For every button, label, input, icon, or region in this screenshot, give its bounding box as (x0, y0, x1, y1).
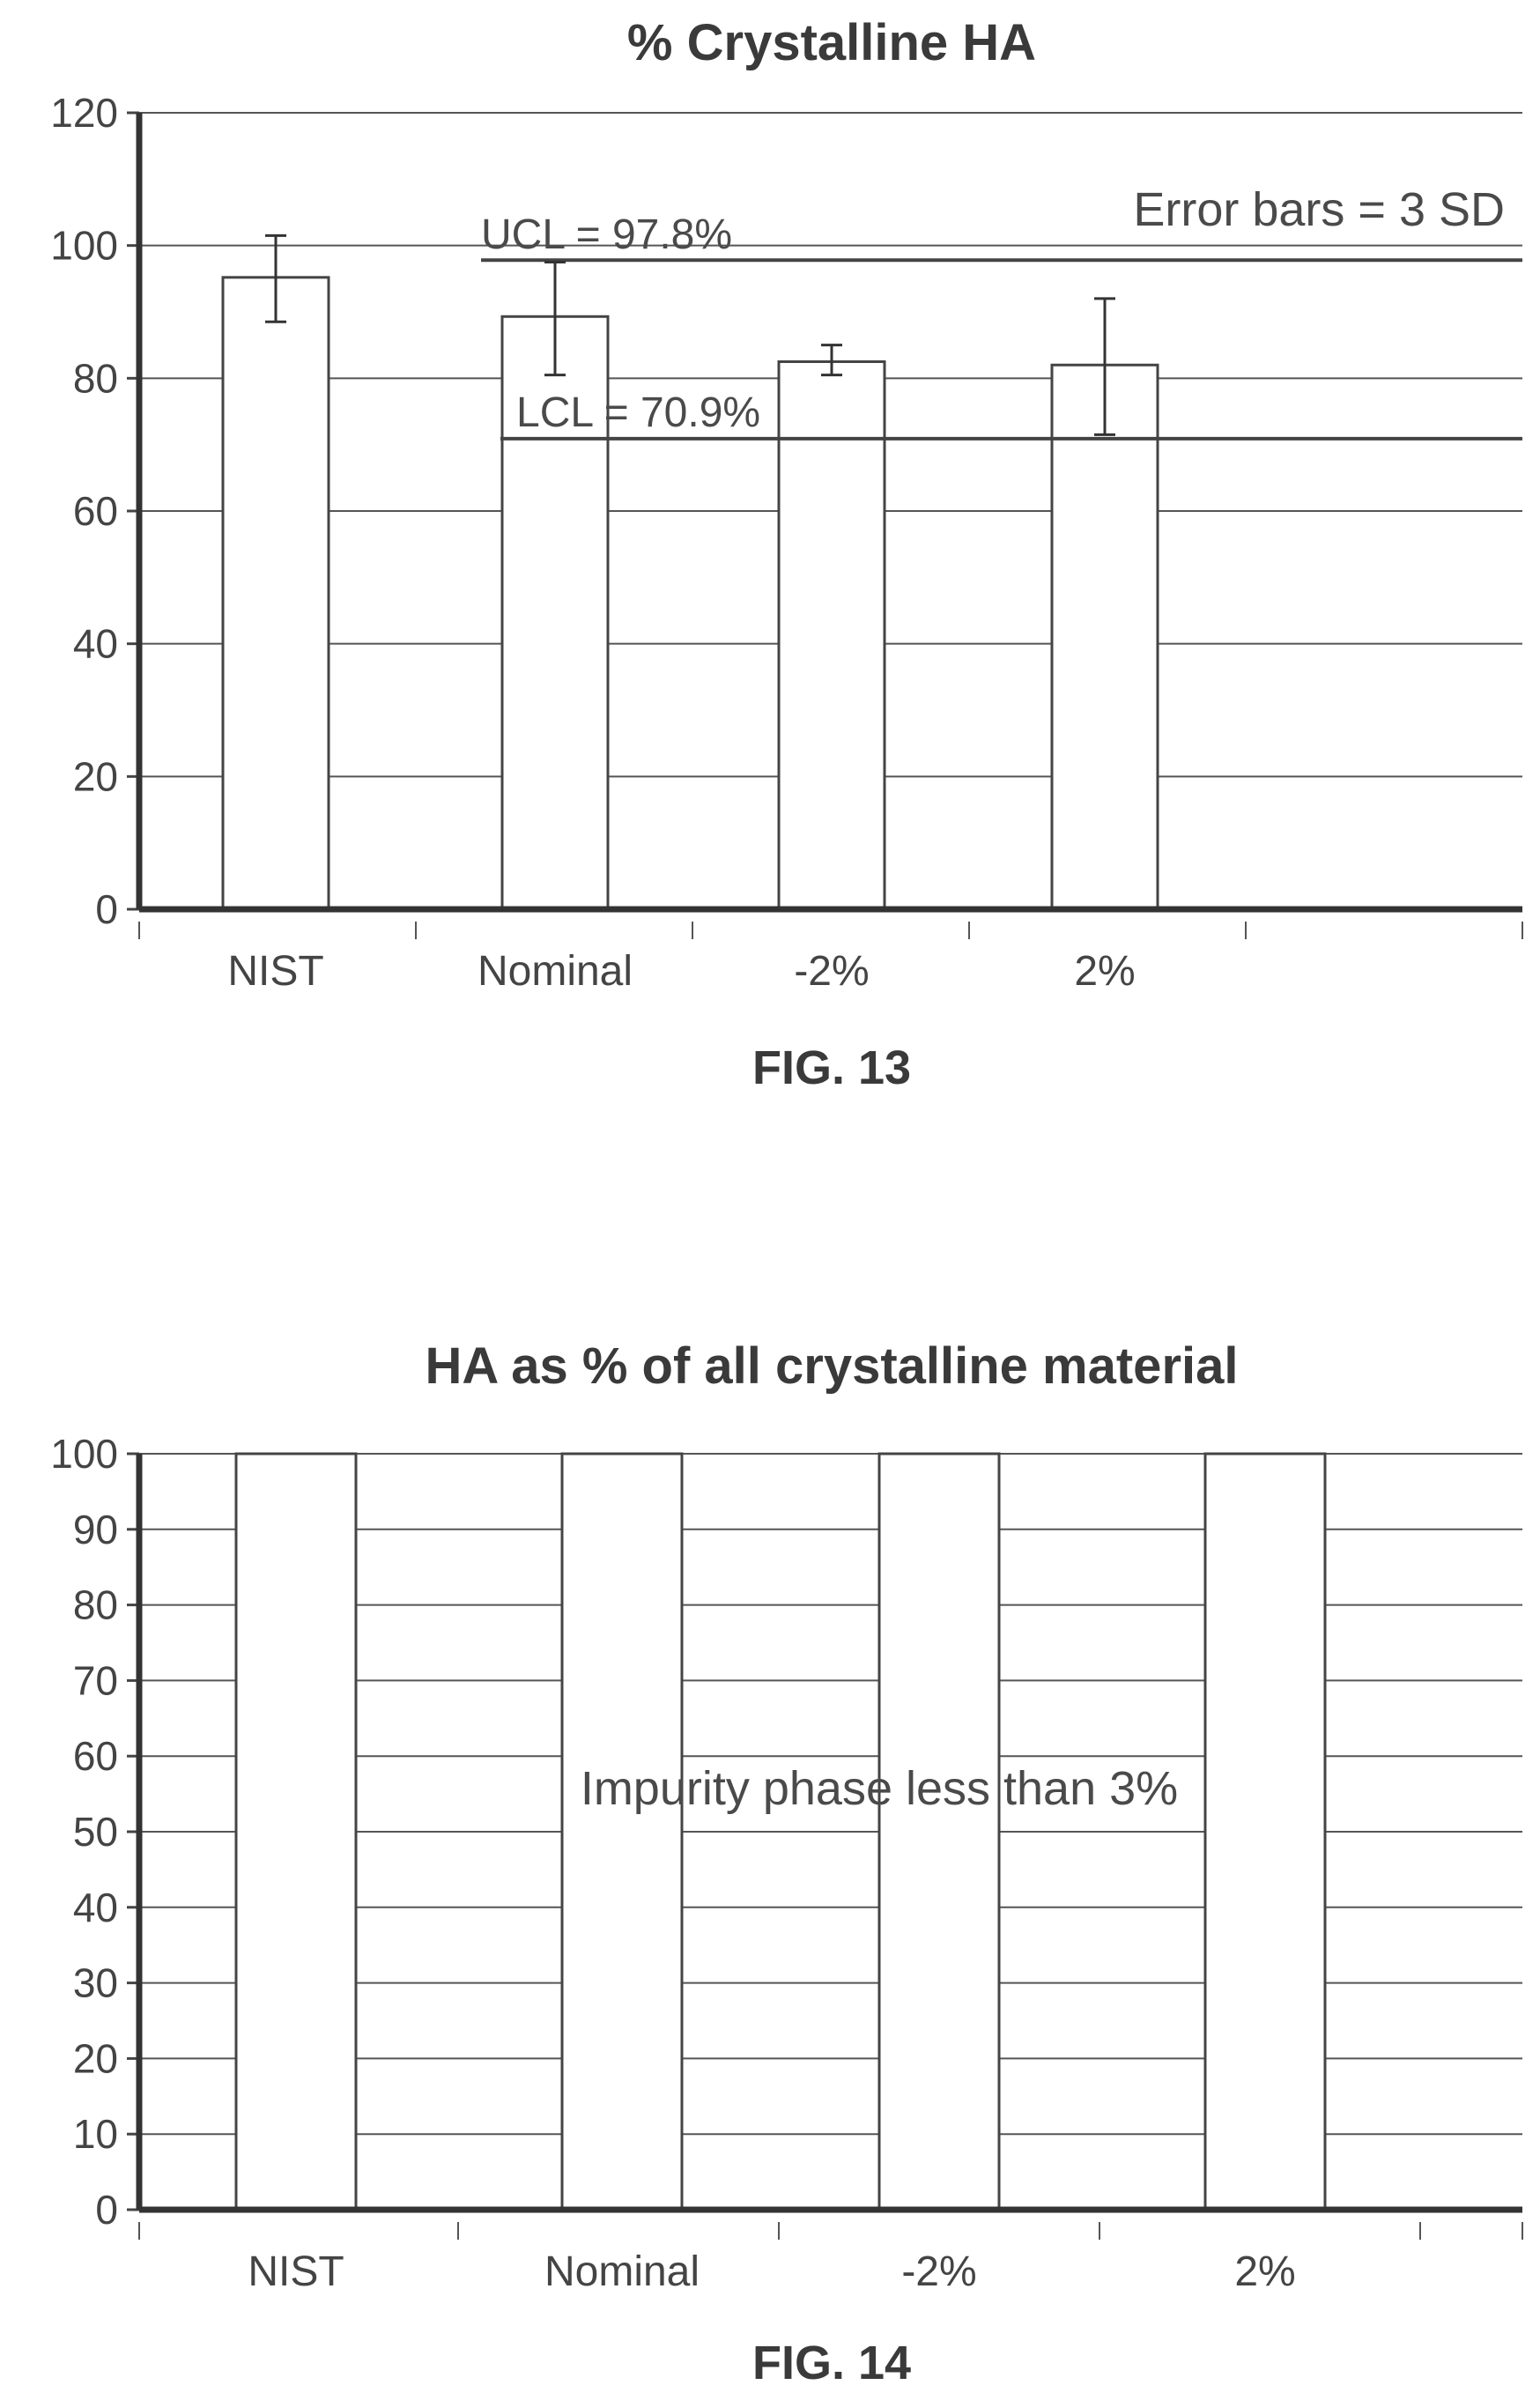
chart2-y-tick-labels: 0 10 20 30 40 50 60 70 80 90 100 (50, 1431, 118, 2233)
chart1-error-bar-2pct (1094, 297, 1115, 436)
chart1-y-tick-label: 60 (73, 488, 118, 534)
chart2-impurity-annotation: Impurity phase less than 3% (581, 1762, 1178, 1815)
chart2-bar-nist (234, 1452, 358, 2211)
chart1-figure-label: FIG. 13 (752, 1041, 911, 1094)
chart2-y-tick-label: 30 (73, 1960, 118, 2006)
chart2-x-category-labels: NIST Nominal -2% 2% (248, 2248, 1295, 2295)
chart1-x-label-2pct: 2% (1074, 948, 1135, 995)
chart2-y-tick-label: 40 (73, 1885, 118, 1930)
chart2-bar-nominal (560, 1452, 684, 2211)
chart1-lcl-label: LCL = 70.9% (516, 389, 760, 436)
chart1-x-category-labels: NIST Nominal -2% 2% (227, 948, 1135, 995)
chart2-x-label-nist: NIST (248, 2248, 344, 2295)
chart2-y-tick-label: 20 (73, 2035, 118, 2081)
chart1-error-bars (265, 233, 1115, 436)
chart2-x-label-2pct: 2% (1234, 2248, 1295, 2295)
chart2-y-tick-label: 90 (73, 1507, 118, 1552)
chart-crystalline-ha: % Crystalline HA 0 20 40 60 80 100 120 NIST Nom… (50, 14, 1523, 1094)
chart1-error-bar-2pct (821, 344, 842, 377)
chart1-x-label-nominal: Nominal (478, 948, 633, 995)
chart1-bars (221, 276, 1159, 911)
chart1-error-bar-nist (265, 233, 286, 323)
chart1-ucl-label: UCL = 97.8% (481, 211, 732, 258)
chart2-y-tick-label: 80 (73, 1582, 118, 1628)
chart2-bar-2pct (1203, 1452, 1327, 2211)
chart1-error-bar-annotation: Error bars = 3 SD (1133, 183, 1505, 236)
chart1-y-tick-labels: 0 20 40 60 80 100 120 (50, 90, 118, 932)
chart2-y-tick-label: 70 (73, 1657, 118, 1703)
chart2-y-tick-label: 100 (50, 1431, 118, 1477)
chart1-y-tick-label: 20 (73, 753, 118, 799)
chart2-bar-2pct (877, 1452, 1001, 2211)
chart2-x-label-nominal: Nominal (544, 2248, 700, 2295)
chart1-y-tick-label: 100 (50, 223, 118, 269)
chart1-error-bar-nominal (544, 261, 566, 377)
chart2-title: HA as % of all crystalline material (425, 1337, 1238, 1395)
chart1-x-label-nist: NIST (227, 948, 323, 995)
chart2-y-tick-label: 50 (73, 1809, 118, 1855)
chart2-y-tick-label: 60 (73, 1733, 118, 1779)
chart1-bar-2pct (777, 360, 886, 911)
chart2-y-tick-label: 0 (95, 2187, 118, 2233)
chart1-y-tick-label: 0 (95, 886, 118, 932)
chart2-axes (127, 1452, 1523, 2240)
chart1-bar-nist (221, 276, 330, 911)
chart1-reference-lines (481, 258, 1522, 441)
chart1-y-tick-label: 80 (73, 355, 118, 401)
chart2-bars (234, 1452, 1327, 2211)
chart2-y-tick-label: 10 (73, 2111, 118, 2157)
chart1-bar-2pct (1050, 363, 1159, 911)
chart1-y-tick-label: 40 (73, 621, 118, 667)
chart1-title: % Crystalline HA (627, 14, 1036, 71)
chart1-y-tick-label: 120 (50, 90, 118, 136)
chart1-axes (127, 111, 1523, 939)
chart1-x-label-2pct: -2% (794, 948, 869, 995)
chart2-x-label-2pct: -2% (901, 2248, 976, 2295)
chart-ha-percent-crystalline: HA as % of all crystalline material 0 10 2… (50, 1337, 1523, 2389)
chart2-figure-label: FIG. 14 (752, 2337, 911, 2389)
